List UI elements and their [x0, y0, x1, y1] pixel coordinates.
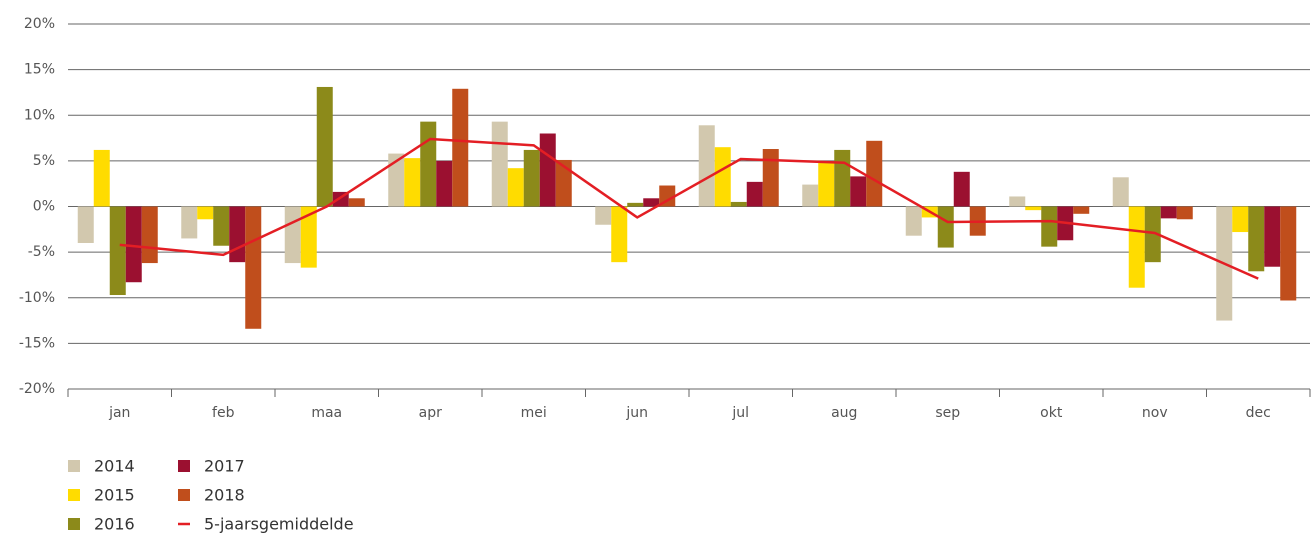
- legend-swatch: [68, 460, 80, 472]
- bar: [953, 171, 970, 207]
- bar: [109, 206, 126, 296]
- bar: [1144, 206, 1161, 263]
- bar: [125, 206, 142, 283]
- bar: [1128, 206, 1145, 288]
- legend-label: 2018: [204, 486, 245, 505]
- x-tick-label: okt: [1040, 405, 1063, 421]
- x-tick-label: apr: [419, 405, 442, 421]
- bar: [388, 153, 405, 207]
- bar: [404, 158, 421, 207]
- bar: [555, 159, 572, 207]
- x-tick-label: dec: [1246, 405, 1271, 421]
- y-tick-label: -15%: [19, 335, 55, 351]
- bar: [1112, 177, 1129, 207]
- bar: [1248, 206, 1265, 272]
- x-tick-label: jun: [625, 405, 648, 421]
- bar: [1073, 206, 1090, 214]
- bar: [643, 198, 660, 207]
- bar: [93, 149, 110, 207]
- bar: [611, 206, 628, 263]
- y-tick-label: -20%: [19, 381, 55, 397]
- bar: [452, 88, 469, 207]
- bar: [539, 133, 556, 207]
- bar: [866, 140, 883, 207]
- legend-swatch: [178, 489, 190, 501]
- legend-swatch: [68, 489, 80, 501]
- bar: [850, 176, 867, 207]
- bar: [420, 121, 437, 207]
- bar: [730, 201, 747, 207]
- bar: [229, 206, 246, 263]
- y-tick-label: 20%: [24, 16, 55, 32]
- legend-swatch: [68, 518, 80, 530]
- bar: [1176, 206, 1193, 220]
- legend-label: 2015: [94, 486, 135, 505]
- bar: [746, 181, 763, 207]
- bar: [491, 121, 508, 207]
- bar: [1280, 206, 1297, 301]
- bar: [714, 147, 731, 207]
- x-tick-label: jan: [108, 405, 130, 421]
- bar: [197, 206, 214, 220]
- bar: [698, 125, 715, 207]
- bar: [1232, 206, 1249, 233]
- bar: [1009, 196, 1026, 207]
- bar: [213, 206, 230, 246]
- bar: [905, 206, 922, 236]
- bar: [436, 160, 453, 207]
- bar: [802, 184, 819, 207]
- bar: [507, 168, 524, 207]
- y-tick-label: 5%: [33, 153, 55, 169]
- bar: [627, 202, 644, 207]
- y-tick-label: 15%: [24, 62, 55, 78]
- x-tick-label: jul: [731, 405, 749, 421]
- average-line: [119, 137, 1259, 280]
- x-tick-label: nov: [1142, 405, 1168, 421]
- bar: [1041, 206, 1058, 247]
- bar: [937, 206, 954, 248]
- bar: [762, 149, 779, 207]
- bar: [1025, 206, 1042, 211]
- legend-label: 5-jaarsgemiddelde: [204, 515, 354, 533]
- bar: [595, 206, 612, 225]
- legend-label: 2017: [204, 457, 245, 476]
- bar: [659, 185, 676, 207]
- legend-label: 2014: [94, 457, 135, 476]
- x-tick-label: aug: [831, 405, 857, 421]
- y-tick-label: -5%: [28, 244, 55, 260]
- bar: [77, 206, 94, 243]
- bar: [141, 206, 158, 264]
- bar: [284, 206, 301, 264]
- bar: [300, 206, 317, 268]
- bar: [245, 206, 262, 329]
- bar: [348, 198, 365, 207]
- y-tick-label: 10%: [24, 107, 55, 123]
- x-tick-label: sep: [935, 405, 960, 421]
- y-tick-label: 0%: [33, 199, 55, 215]
- bar: [1264, 206, 1281, 267]
- y-tick-label: -10%: [19, 290, 55, 306]
- bar: [818, 162, 835, 207]
- legend-label: 2016: [94, 515, 135, 533]
- bar: [181, 206, 198, 239]
- bar: [1160, 206, 1177, 219]
- x-tick-label: maa: [311, 405, 342, 421]
- bar: [523, 149, 540, 207]
- bar: [316, 86, 333, 207]
- x-tick-label: mei: [521, 405, 547, 421]
- bar: [834, 149, 851, 207]
- legend-swatch: [178, 460, 190, 472]
- x-tick-label: feb: [212, 405, 235, 421]
